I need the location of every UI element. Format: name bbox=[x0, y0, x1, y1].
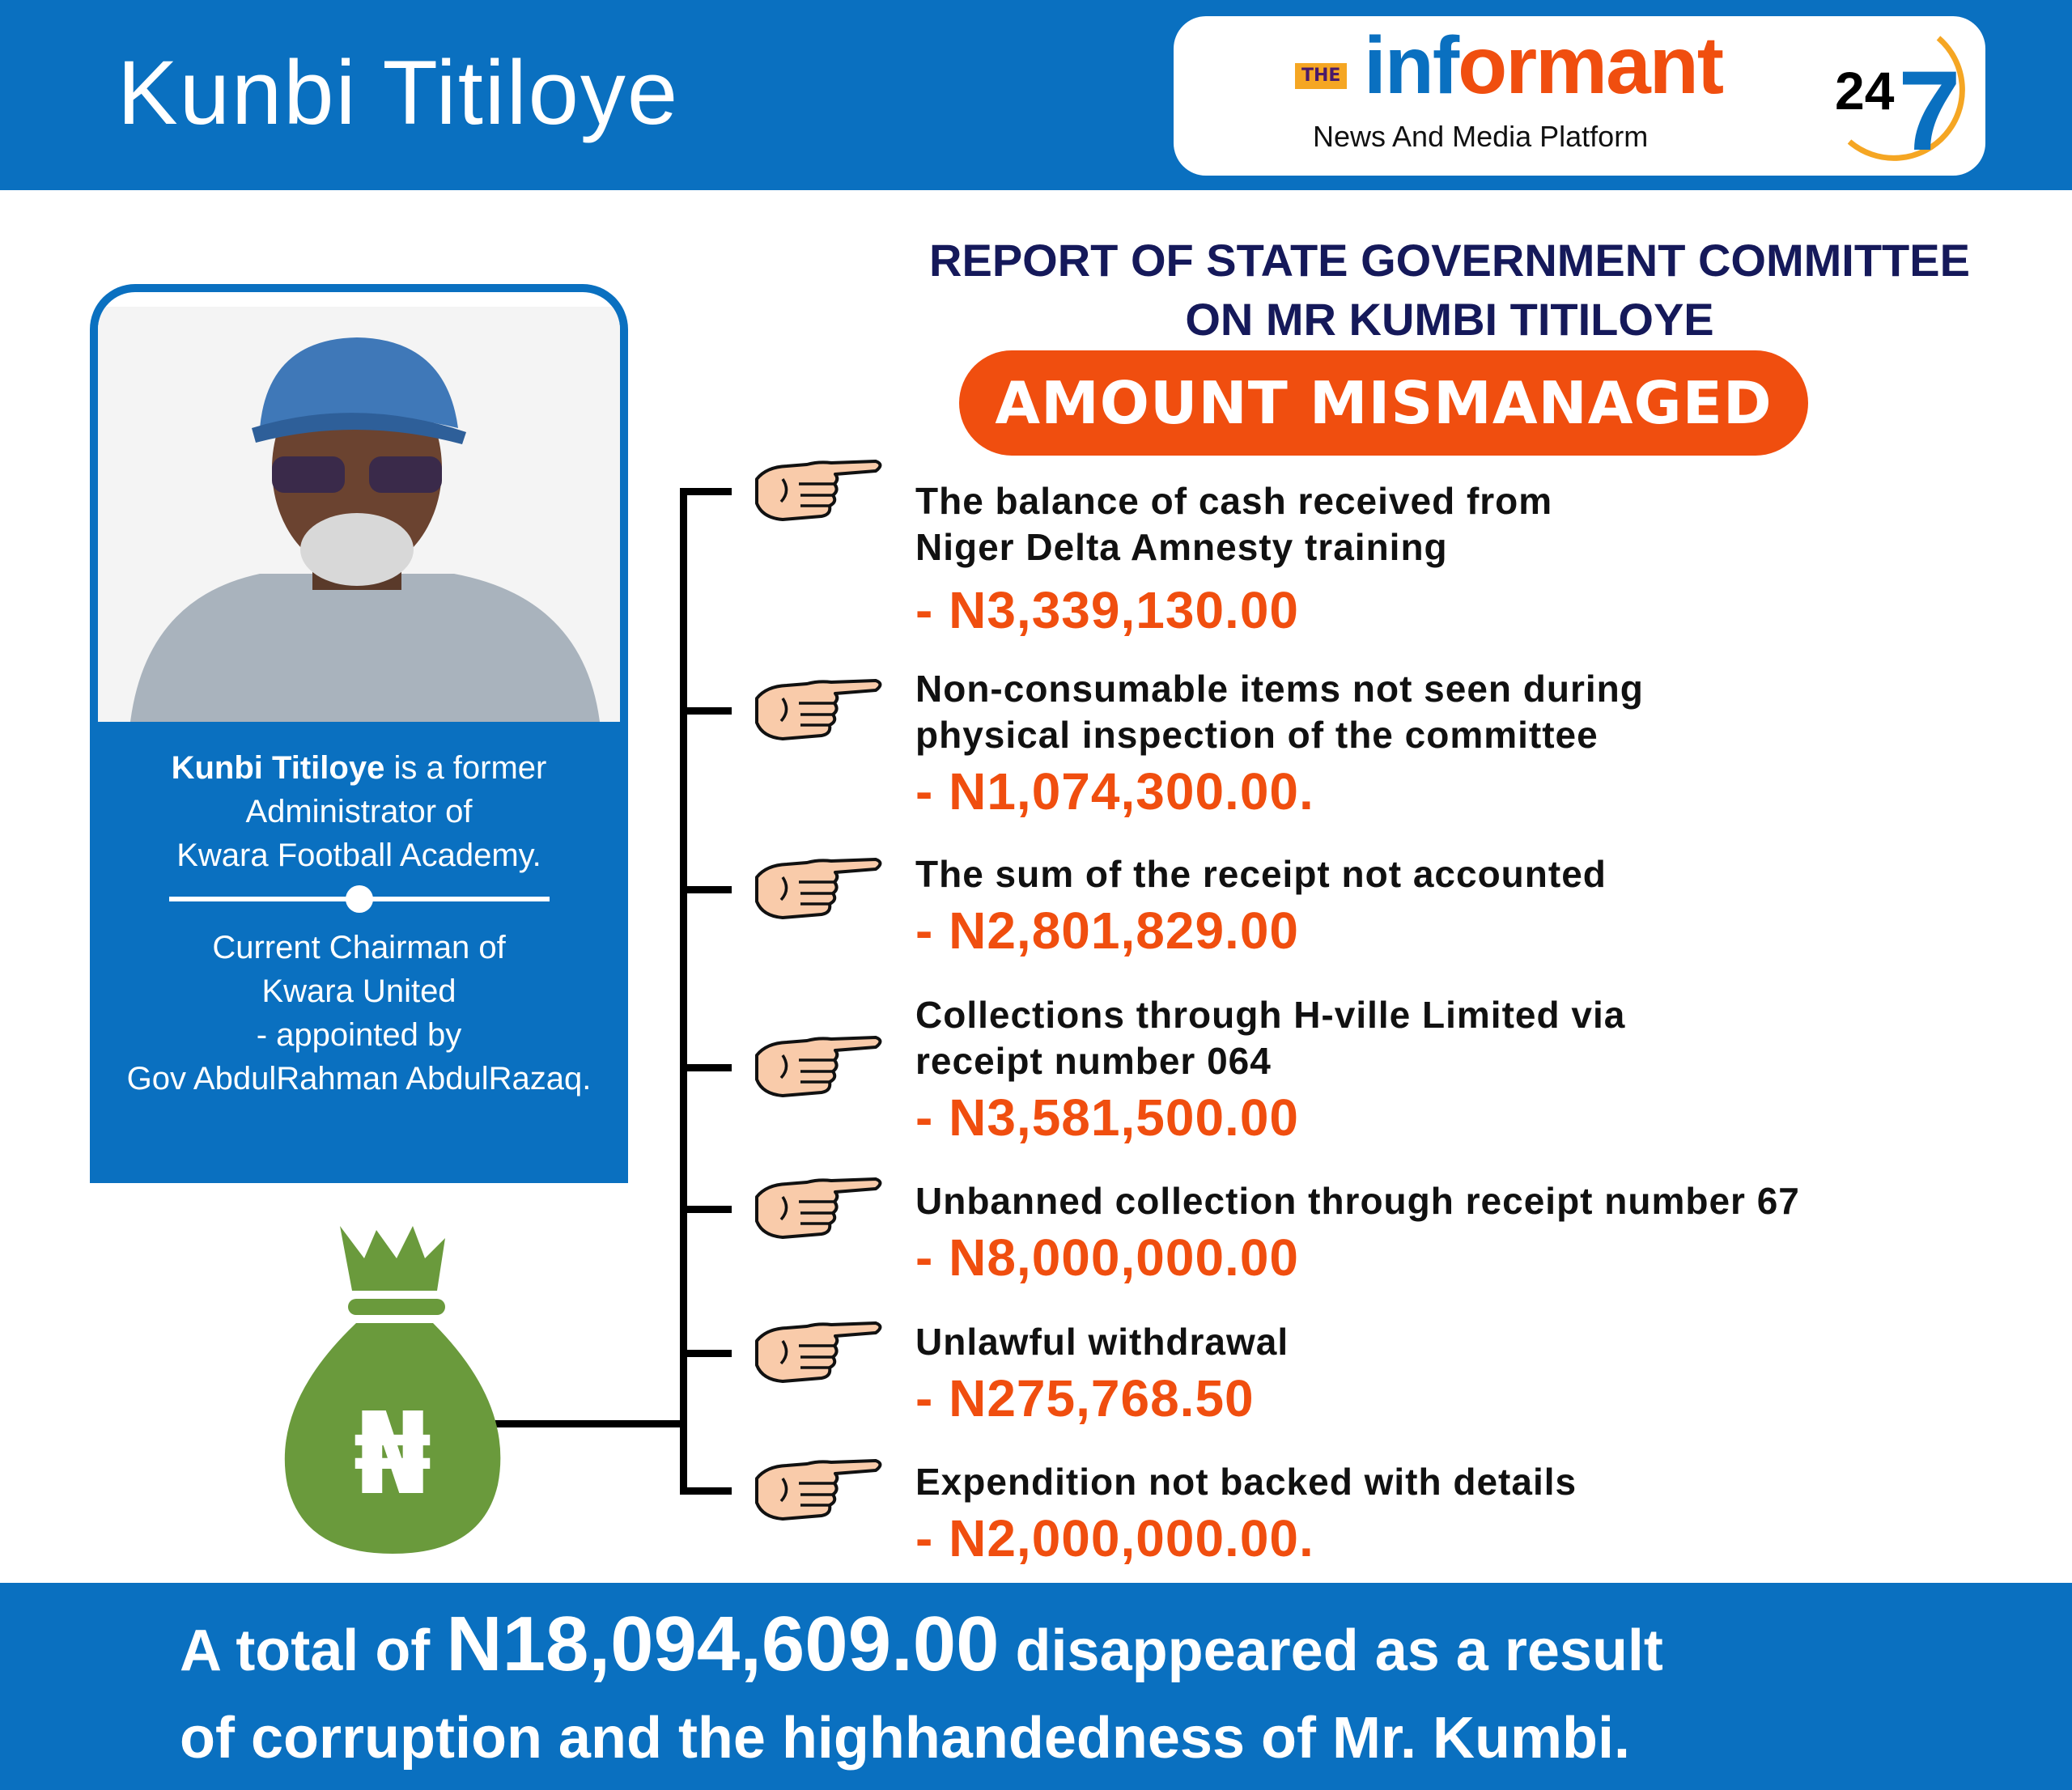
bracket-tick bbox=[680, 1064, 732, 1071]
item-description: The balance of cash received from bbox=[915, 480, 1553, 522]
bracket-tick bbox=[680, 488, 732, 495]
pointing-hand-icon bbox=[750, 1031, 885, 1104]
svg-text:₦: ₦ bbox=[353, 1389, 431, 1521]
logo-tagline: News And Media Platform bbox=[1313, 120, 1649, 153]
item-amount: - N3,581,500.00 bbox=[915, 1088, 1299, 1147]
list-item: Unlawful withdrawal - N275,768.50 bbox=[915, 1319, 2049, 1427]
pointing-hand-icon bbox=[750, 674, 885, 747]
money-bag-icon: ₦ bbox=[284, 1226, 501, 1554]
item-description: Non-consumable items not seen during bbox=[915, 668, 1644, 710]
item-description: Unlawful withdrawal bbox=[915, 1321, 1289, 1363]
logo-the: THE bbox=[1295, 63, 1348, 89]
clock-icon: 24 7 bbox=[1835, 36, 1965, 166]
list-item: The sum of the receipt not accounted - N2… bbox=[915, 851, 2049, 959]
bracket-vertical-line bbox=[680, 488, 687, 1494]
header-band: Kunbi Titiloye informant THE News And Me… bbox=[0, 0, 2072, 190]
svg-text:7: 7 bbox=[1898, 47, 1961, 166]
item-amount: - N8,000,000.00 bbox=[915, 1228, 1299, 1287]
page-title: Kunbi Titiloye bbox=[117, 42, 680, 143]
item-description: Collections through H-ville Limited via bbox=[915, 994, 1626, 1036]
total-amount: N18,094,609.00 bbox=[446, 1601, 1000, 1687]
amount-mismanaged-badge: AMOUNT MISMANAGED bbox=[959, 350, 1808, 456]
informant247-logo: informant THE News And Media Platform 24… bbox=[1174, 16, 1985, 176]
svg-text:24: 24 bbox=[1835, 61, 1895, 121]
item-amount: - N3,339,130.00 bbox=[915, 581, 1299, 639]
pointing-hand-icon bbox=[750, 455, 885, 528]
list-item: Non-consumable items not seen during phys… bbox=[915, 666, 2049, 820]
item-description: physical inspection of the committee bbox=[915, 714, 1599, 756]
list-item: Collections through H-ville Limited via r… bbox=[915, 992, 2049, 1146]
item-amount: - N1,074,300.00. bbox=[915, 762, 1314, 821]
pointing-hand-icon bbox=[750, 853, 885, 926]
total-summary: A total of N18,094,609.00 disappeared as… bbox=[0, 1583, 2072, 1790]
profile-bio: Kunbi Titiloye is a former Administrator… bbox=[98, 722, 620, 1183]
report-title: REPORT OF STATE GOVERNMENT COMMITTEE ON … bbox=[929, 235, 1970, 345]
item-amount: - N2,801,829.00 bbox=[915, 901, 1299, 960]
profile-photo bbox=[98, 307, 620, 722]
item-amount: - N275,768.50 bbox=[915, 1369, 1255, 1427]
pointing-hand-icon bbox=[750, 1454, 885, 1527]
list-item: Unbanned collection through receipt numb… bbox=[915, 1178, 2049, 1286]
divider bbox=[168, 885, 550, 913]
list-item: The balance of cash received from Niger D… bbox=[915, 478, 2049, 638]
bracket-tick bbox=[680, 1206, 732, 1213]
profile-card: Kunbi Titiloye is a former Administrator… bbox=[90, 284, 628, 1183]
list-item: Expendition not backed with details - N2,… bbox=[915, 1459, 2049, 1567]
pointing-hand-icon bbox=[750, 1173, 885, 1245]
bracket-tick bbox=[680, 707, 732, 715]
bag-connector-line bbox=[486, 1420, 687, 1427]
bracket-tick bbox=[680, 1487, 732, 1495]
bracket-tick bbox=[680, 1350, 732, 1357]
bracket-tick bbox=[680, 886, 732, 893]
profile-name: Kunbi Titiloye bbox=[171, 750, 385, 786]
item-description: Niger Delta Amnesty training bbox=[915, 526, 1448, 568]
item-description: receipt number 064 bbox=[915, 1040, 1272, 1082]
item-description: The sum of the receipt not accounted bbox=[915, 853, 1607, 895]
pointing-hand-icon bbox=[750, 1317, 885, 1389]
item-description: Expendition not backed with details bbox=[915, 1461, 1577, 1503]
item-description: Unbanned collection through receipt numb… bbox=[915, 1180, 1800, 1222]
item-amount: - N2,000,000.00. bbox=[915, 1509, 1314, 1567]
